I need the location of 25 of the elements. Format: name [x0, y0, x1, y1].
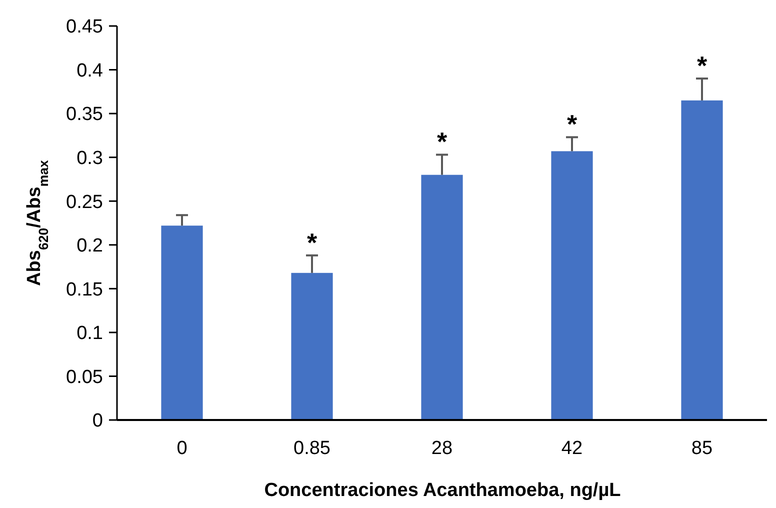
y-tick-label: 0.4 [76, 60, 104, 82]
x-tick-label: 85 [691, 438, 713, 459]
x-tick-label: 0 [176, 438, 188, 459]
x-tick-label: 42 [561, 438, 583, 459]
x-tick-label: 0.85 [294, 438, 330, 459]
y-tick-label: 0.1 [76, 323, 103, 344]
y-tick-label: 0.2 [76, 236, 103, 257]
y-tick-label: 0.35 [66, 104, 103, 126]
annotation: * [566, 109, 578, 140]
bar [291, 272, 333, 420]
bar [161, 226, 203, 420]
y-tick-label: 0.45 [66, 16, 103, 38]
y-tick-label: 0.15 [66, 279, 103, 300]
y-tick-label: 0.25 [66, 192, 103, 213]
y-tick-label: 0 [92, 410, 103, 432]
y-tick-label: 0.3 [76, 148, 103, 169]
bar [421, 174, 463, 420]
x-axis-title: Concentraciones Acanthamoeba, ng/µL [264, 480, 622, 501]
x-tick-label: 28 [431, 438, 453, 459]
annotation: * [436, 126, 448, 157]
annotation: * [306, 227, 318, 258]
annotation: * [696, 50, 708, 81]
bar [551, 151, 593, 420]
y-tick-label: 0.05 [66, 366, 103, 388]
bar [681, 100, 723, 420]
